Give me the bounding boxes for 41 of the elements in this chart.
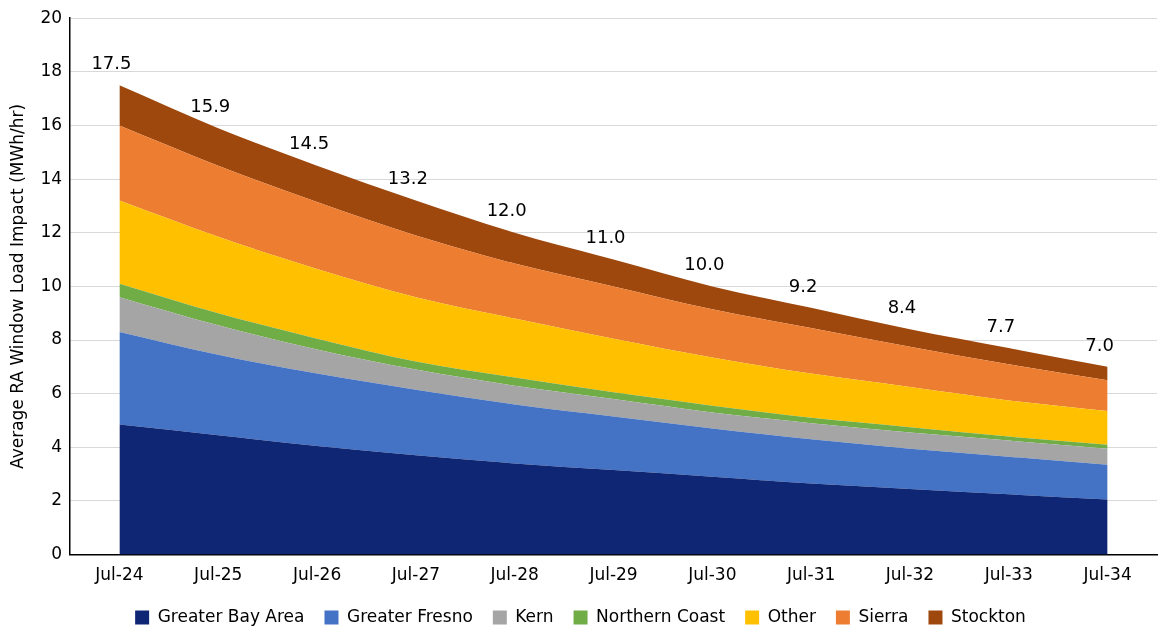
legend-label: Northern Coast xyxy=(596,605,726,626)
total-label: 9.2 xyxy=(788,274,818,296)
total-label: 7.0 xyxy=(1085,333,1114,355)
y-tick-label: 20 xyxy=(40,6,63,27)
y-tick-label: 2 xyxy=(51,489,63,510)
legend-label: Sierra xyxy=(858,605,909,626)
y-tick-label: 8 xyxy=(51,328,63,349)
y-tick-label: 16 xyxy=(40,113,63,134)
y-tick-label: 6 xyxy=(51,382,63,403)
legend-label: Other xyxy=(767,605,816,626)
x-tick-label: Jul-27 xyxy=(390,564,441,585)
total-label: 8.4 xyxy=(887,295,917,317)
total-label: 17.5 xyxy=(91,51,132,73)
total-label: 13.2 xyxy=(387,167,428,189)
total-label: 12.0 xyxy=(486,199,527,221)
total-label: 11.0 xyxy=(585,226,626,248)
y-axis-title: Average RA Window Load Impact (MWh/hr) xyxy=(6,103,27,469)
total-label: 15.9 xyxy=(190,94,231,116)
total-label: 7.7 xyxy=(986,314,1016,336)
legend-label: Greater Bay Area xyxy=(157,605,305,626)
legend-label: Greater Fresno xyxy=(346,605,473,626)
total-label: 14.5 xyxy=(289,132,330,154)
x-tick-label: Jul-24 xyxy=(94,564,144,585)
y-tick-label: 14 xyxy=(40,167,63,188)
legend-label: Kern xyxy=(515,605,554,626)
x-tick-label: Jul-25 xyxy=(193,564,243,585)
y-tick-label: 18 xyxy=(40,60,63,81)
x-tick-label: Jul-28 xyxy=(489,564,539,585)
total-label: 10.0 xyxy=(684,253,725,275)
y-tick-label: 12 xyxy=(40,221,63,242)
legend-label: Stockton xyxy=(950,605,1026,626)
x-tick-label: Jul-29 xyxy=(588,564,638,585)
x-tick-label: Jul-34 xyxy=(1082,564,1132,585)
y-tick-label: 10 xyxy=(40,274,63,295)
x-tick-label: Jul-33 xyxy=(983,564,1033,585)
x-tick-label: Jul-30 xyxy=(687,564,737,585)
y-tick-label: 4 xyxy=(51,435,63,456)
x-tick-label: Jul-26 xyxy=(291,564,342,585)
x-tick-label: Jul-31 xyxy=(786,564,836,585)
x-tick-label: Jul-32 xyxy=(884,564,935,585)
y-tick-label: 0 xyxy=(51,543,63,564)
